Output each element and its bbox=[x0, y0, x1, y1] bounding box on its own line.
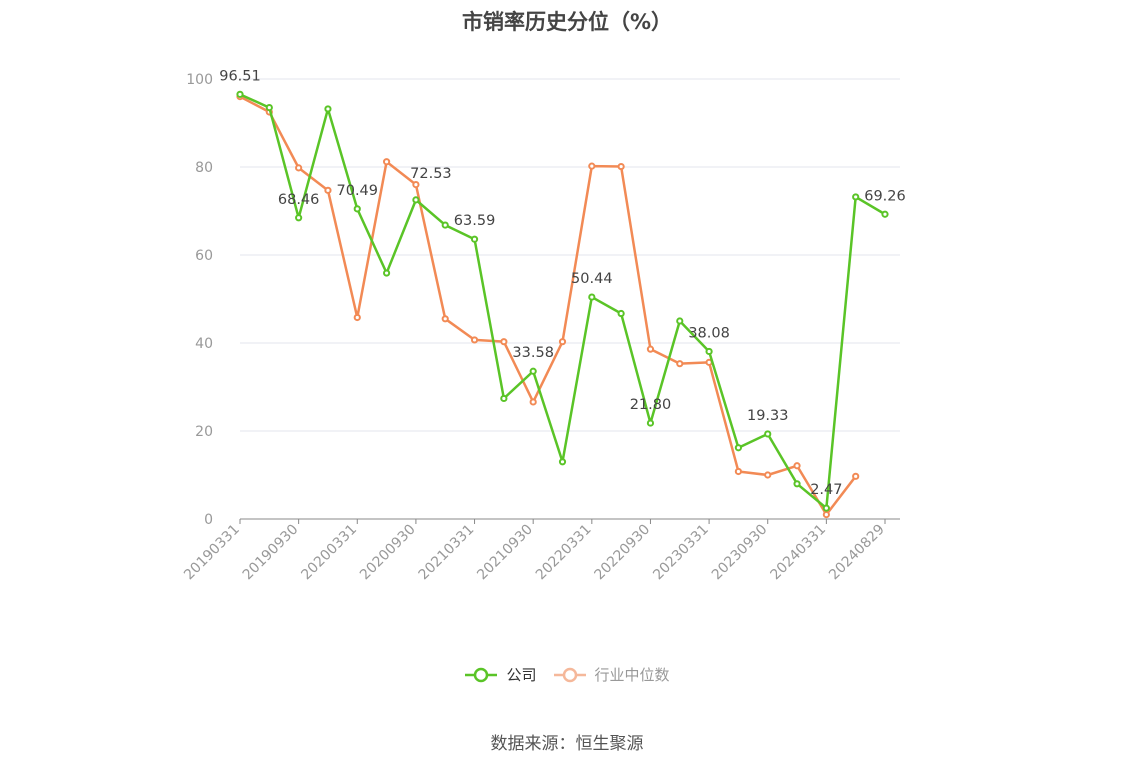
x-tick-label: 20210331 bbox=[416, 522, 478, 584]
x-tick-label: 20190930 bbox=[240, 522, 302, 584]
data-point bbox=[764, 471, 772, 479]
data-point bbox=[441, 221, 449, 229]
y-tick-label: 0 bbox=[204, 512, 213, 528]
data-label: 63.59 bbox=[454, 213, 496, 229]
y-tick-label: 60 bbox=[195, 248, 213, 264]
series-line bbox=[239, 93, 886, 510]
series-line bbox=[239, 95, 857, 516]
data-point bbox=[529, 367, 537, 375]
data-point bbox=[852, 193, 860, 201]
data-point bbox=[588, 162, 596, 170]
data-point bbox=[734, 467, 743, 476]
data-point bbox=[617, 162, 625, 171]
data-point bbox=[295, 214, 303, 222]
data-label: 50.44 bbox=[571, 271, 613, 287]
x-tick-label: 20240331 bbox=[767, 522, 829, 584]
x-tick-label: 20230331 bbox=[650, 522, 712, 584]
data-point bbox=[676, 317, 684, 325]
data-label: 68.46 bbox=[278, 192, 320, 208]
data-point bbox=[822, 504, 830, 512]
data-point bbox=[676, 360, 684, 368]
data-label: 69.26 bbox=[864, 188, 906, 204]
line-chart: 0 20 40 60 80 100 2019033120190930202003312020… bbox=[181, 68, 906, 584]
data-point bbox=[470, 235, 479, 243]
data-label: 19.33 bbox=[747, 408, 789, 424]
data-label: 21.80 bbox=[630, 397, 672, 413]
data-point bbox=[295, 164, 303, 172]
data-point bbox=[558, 458, 567, 466]
data-point bbox=[529, 398, 537, 406]
chart-title: 市销率历史分位（%） bbox=[461, 10, 673, 34]
legend-company-label: 公司 bbox=[506, 666, 537, 684]
data-point bbox=[500, 338, 508, 346]
x-tick-label: 20210930 bbox=[474, 522, 536, 584]
data-point bbox=[236, 90, 244, 98]
legend-item-company[interactable]: 公司 bbox=[464, 664, 537, 685]
x-tick-label: 20220930 bbox=[592, 522, 654, 584]
data-point bbox=[353, 313, 361, 322]
data-point bbox=[412, 181, 420, 189]
series-industry-median bbox=[236, 93, 860, 519]
data-point bbox=[646, 345, 655, 353]
y-tick-label: 20 bbox=[195, 424, 213, 440]
data-point bbox=[382, 269, 391, 277]
data-label: 70.49 bbox=[337, 183, 379, 199]
x-tick-label: 20220331 bbox=[533, 522, 595, 584]
data-label: 96.51 bbox=[219, 68, 261, 84]
data-point bbox=[793, 480, 801, 488]
data-label: 33.58 bbox=[512, 345, 554, 361]
x-tick-label: 20240829 bbox=[826, 522, 888, 584]
data-point bbox=[852, 472, 860, 480]
y-tick-label: 100 bbox=[186, 72, 213, 88]
data-point bbox=[324, 105, 332, 113]
x-tick-label: 20200331 bbox=[298, 522, 360, 584]
data-point bbox=[500, 394, 508, 403]
data-point bbox=[382, 158, 391, 166]
legend-industry-label: 行业中位数 bbox=[594, 666, 670, 684]
y-tick-label: 40 bbox=[195, 336, 213, 352]
legend-item-industry-median[interactable]: 行业中位数 bbox=[553, 664, 670, 685]
data-point bbox=[734, 444, 743, 452]
data-point bbox=[265, 104, 273, 112]
data-point bbox=[470, 336, 479, 344]
data-label: 2.47 bbox=[810, 482, 842, 498]
legend-company-marker bbox=[465, 667, 498, 682]
x-tick-label: 20230930 bbox=[709, 522, 771, 584]
data-label: 38.08 bbox=[688, 325, 730, 341]
y-tick-label: 80 bbox=[195, 160, 213, 176]
data-point bbox=[822, 510, 830, 519]
series-company bbox=[236, 90, 889, 512]
data-point bbox=[558, 338, 567, 346]
data-point bbox=[646, 419, 655, 427]
data-point bbox=[705, 347, 713, 356]
data-point bbox=[324, 186, 332, 194]
data-point bbox=[441, 315, 449, 323]
data-label: 72.53 bbox=[410, 166, 452, 182]
legend-industry-marker bbox=[553, 667, 586, 682]
chart-legend: 公司 行业中位数 bbox=[0, 664, 1134, 685]
data-point bbox=[617, 309, 625, 318]
data-point bbox=[793, 462, 801, 470]
data-point bbox=[588, 293, 596, 301]
data-point bbox=[881, 210, 889, 218]
data-source: 数据来源：恒生聚源 bbox=[490, 734, 644, 754]
data-point bbox=[353, 205, 361, 213]
data-point bbox=[764, 430, 772, 438]
x-tick-label: 20190331 bbox=[181, 522, 243, 584]
x-tick-label: 20200930 bbox=[357, 522, 419, 584]
data-point bbox=[412, 196, 420, 204]
